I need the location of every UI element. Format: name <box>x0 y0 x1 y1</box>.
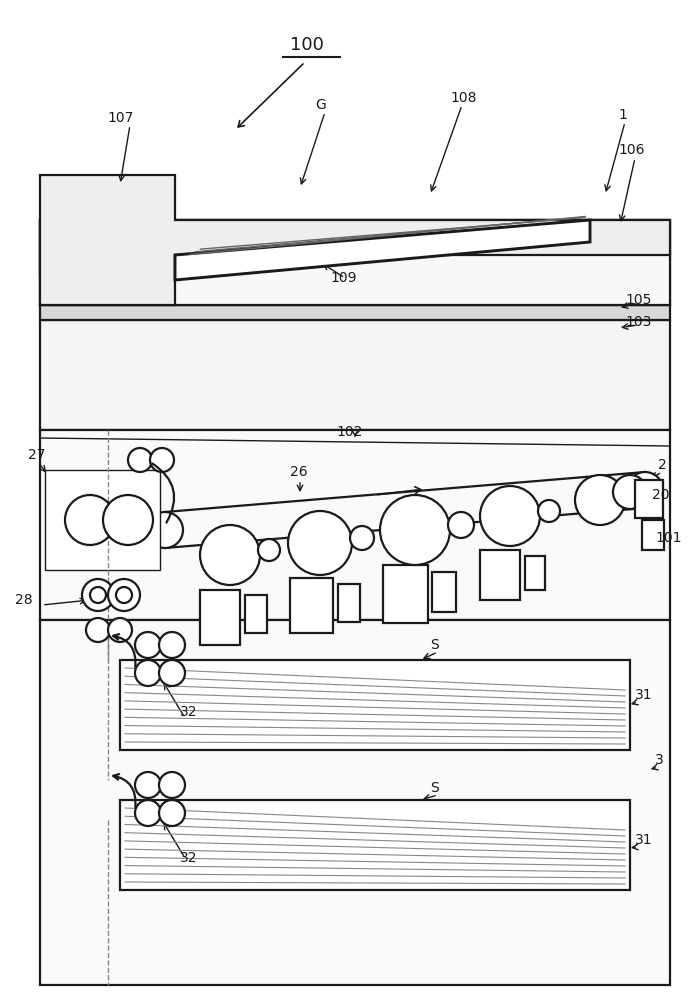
Text: 100: 100 <box>290 36 324 54</box>
Polygon shape <box>40 175 670 305</box>
Circle shape <box>627 472 663 508</box>
Bar <box>635 480 663 518</box>
Circle shape <box>147 512 183 548</box>
Circle shape <box>103 495 153 545</box>
Circle shape <box>200 525 260 585</box>
Bar <box>120 660 630 750</box>
Text: 108: 108 <box>450 91 477 105</box>
Circle shape <box>288 511 352 575</box>
Text: 109: 109 <box>330 271 356 285</box>
Polygon shape <box>175 220 590 280</box>
Text: 31: 31 <box>635 688 653 702</box>
Circle shape <box>159 800 185 826</box>
Text: 103: 103 <box>625 315 651 329</box>
Circle shape <box>128 448 152 472</box>
Bar <box>290 578 333 633</box>
Bar <box>383 565 428 623</box>
Text: 31: 31 <box>635 833 653 847</box>
Circle shape <box>82 579 114 611</box>
Circle shape <box>258 539 280 561</box>
Circle shape <box>613 475 647 509</box>
Circle shape <box>448 512 474 538</box>
Circle shape <box>135 660 161 686</box>
Bar <box>40 305 670 320</box>
Text: 2: 2 <box>658 458 667 472</box>
Bar <box>40 320 670 430</box>
Bar <box>45 470 160 570</box>
Text: S: S <box>430 781 439 795</box>
Circle shape <box>480 486 540 546</box>
Circle shape <box>380 495 450 565</box>
Circle shape <box>159 660 185 686</box>
Circle shape <box>575 475 625 525</box>
Bar <box>338 584 360 622</box>
Text: 101: 101 <box>655 531 682 545</box>
Text: 32: 32 <box>180 851 198 865</box>
Circle shape <box>135 772 161 798</box>
Circle shape <box>116 587 132 603</box>
Bar <box>525 556 545 590</box>
Circle shape <box>86 618 110 642</box>
Circle shape <box>135 632 161 658</box>
Text: 106: 106 <box>618 143 644 157</box>
Bar <box>40 430 670 620</box>
Bar <box>642 520 664 550</box>
Text: 27: 27 <box>28 448 45 462</box>
Circle shape <box>108 618 132 642</box>
Text: 105: 105 <box>625 293 651 307</box>
Bar <box>40 220 670 305</box>
Bar <box>200 590 240 645</box>
Bar <box>245 595 267 633</box>
Text: 3: 3 <box>655 753 664 767</box>
Bar <box>432 572 456 612</box>
Circle shape <box>150 448 174 472</box>
Text: 28: 28 <box>15 593 33 607</box>
Circle shape <box>108 579 140 611</box>
Bar <box>120 800 630 890</box>
Text: 32: 32 <box>180 705 198 719</box>
Circle shape <box>135 800 161 826</box>
Bar <box>40 220 175 275</box>
Bar <box>480 550 520 600</box>
Circle shape <box>350 526 374 550</box>
Circle shape <box>538 500 560 522</box>
Text: 26: 26 <box>290 465 308 479</box>
Text: S: S <box>430 638 439 652</box>
Text: G: G <box>315 98 326 112</box>
Polygon shape <box>40 220 670 305</box>
Text: 107: 107 <box>107 111 134 125</box>
Circle shape <box>159 772 185 798</box>
Circle shape <box>159 632 185 658</box>
Text: 1: 1 <box>618 108 627 122</box>
Circle shape <box>90 587 106 603</box>
Text: 20: 20 <box>652 488 670 502</box>
Text: 102: 102 <box>337 425 363 439</box>
Circle shape <box>65 495 115 545</box>
Bar <box>40 620 670 985</box>
